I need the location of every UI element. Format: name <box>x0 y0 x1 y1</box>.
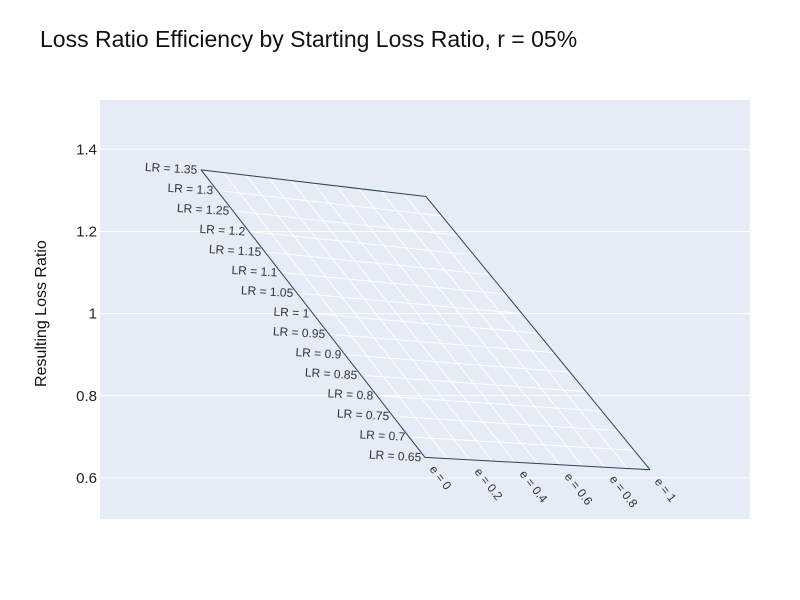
lr-label: LR = 0.95 <box>273 324 326 341</box>
lr-label: LR = 1.05 <box>241 283 294 300</box>
lr-label: LR = 1.15 <box>209 242 262 259</box>
carpet-lr-gridline <box>296 292 523 315</box>
carpet-lr-gridline <box>360 374 587 393</box>
lr-label: LR = 0.65 <box>369 448 422 465</box>
lr-label: LR = 1.3 <box>167 181 214 197</box>
carpet-boundary <box>200 169 427 198</box>
y-tick-label: 1.4 <box>76 141 97 158</box>
y-tick-label: 0.6 <box>76 470 97 487</box>
carpet-boundary <box>200 169 426 458</box>
carpet-surface <box>200 169 651 471</box>
carpet-lr-gridline <box>376 395 603 412</box>
carpet-lr-gridline <box>408 436 635 451</box>
lr-label: LR = 1 <box>273 305 310 321</box>
carpet-lr-gridline <box>264 251 491 276</box>
y-axis-label: Resulting Loss Ratio <box>33 240 50 387</box>
lr-label: LR = 1.35 <box>145 160 198 177</box>
lr-label: LR = 0.85 <box>305 365 358 382</box>
y-tick-label: 1 <box>89 306 97 323</box>
carpet-lr-gridline <box>392 415 619 432</box>
lr-label: LR = 1.25 <box>177 201 230 218</box>
carpet-lr-gridline <box>312 313 539 334</box>
carpet-lr-gridline <box>248 230 475 256</box>
lr-label: LR = 0.8 <box>327 386 374 402</box>
y-tick-label: 1.2 <box>76 223 97 240</box>
lr-label: LR = 0.7 <box>359 427 406 443</box>
carpet-lr-gridline <box>232 210 459 237</box>
carpet-boundary <box>425 196 651 471</box>
carpet-lr-gridline <box>328 333 555 354</box>
carpet-lr-gridline <box>216 189 443 217</box>
lr-label: LR = 1.2 <box>199 222 246 238</box>
plot-area <box>100 100 750 519</box>
lr-label: LR = 1.1 <box>231 263 278 279</box>
carpet-lr-gridline <box>280 272 507 295</box>
chart-title: Loss Ratio Efficiency by Starting Loss R… <box>40 26 578 52</box>
y-tick-label: 0.8 <box>76 388 97 405</box>
carpet-boundary <box>424 456 651 471</box>
lr-label: LR = 0.75 <box>337 406 390 423</box>
lr-label: LR = 0.9 <box>295 345 342 361</box>
carpet-lr-gridline <box>344 354 571 373</box>
